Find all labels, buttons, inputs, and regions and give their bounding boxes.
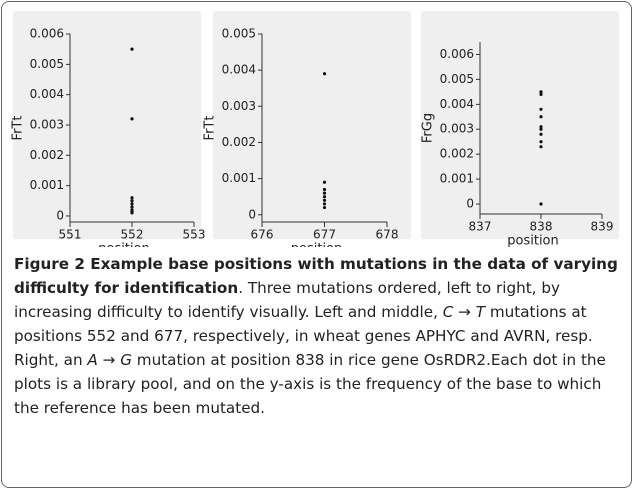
caption-run: mutations at positions 552 and 677, resp… bbox=[14, 303, 593, 369]
y-axis-label: FrTt bbox=[203, 116, 218, 141]
x-axis-label: position bbox=[291, 242, 343, 248]
data-point bbox=[130, 196, 134, 200]
data-point bbox=[539, 127, 543, 131]
panel-background bbox=[13, 11, 201, 239]
data-point bbox=[322, 72, 327, 76]
x-tick-label: 837 bbox=[469, 220, 492, 234]
data-point bbox=[322, 187, 327, 192]
y-tick-label: 0.006 bbox=[440, 47, 474, 61]
y-tick-label: 0.001 bbox=[440, 172, 474, 186]
data-point bbox=[322, 195, 327, 199]
y-tick-label: 0.006 bbox=[30, 27, 64, 41]
data-point bbox=[322, 180, 327, 184]
data-point bbox=[539, 90, 543, 94]
y-tick-label: 0.002 bbox=[30, 148, 64, 162]
data-point bbox=[539, 125, 543, 129]
data-point bbox=[322, 205, 327, 210]
data-point bbox=[539, 202, 543, 206]
caption-run: A → G bbox=[87, 351, 132, 369]
y-tick-label: 0.004 bbox=[440, 97, 474, 111]
data-point bbox=[130, 117, 134, 121]
y-tick-label: 0.002 bbox=[222, 135, 256, 149]
y-tick-label: 0.005 bbox=[30, 57, 64, 71]
data-point bbox=[539, 145, 543, 149]
caption-run: Figure 2 Example base positions with mut… bbox=[14, 255, 618, 297]
plots: 0 0.001 0.002 0.003 0.004 0.005 0.006 551 552 553… bbox=[11, 11, 619, 257]
y-tick-label: 0 bbox=[248, 207, 256, 221]
data-point bbox=[130, 202, 134, 206]
y-tick-label: 0.001 bbox=[30, 178, 64, 192]
data-point bbox=[539, 132, 543, 136]
y-tick-label: 0.003 bbox=[30, 117, 64, 131]
x-tick-label: 552 bbox=[121, 228, 144, 242]
panel-background bbox=[421, 11, 619, 239]
y-tick-label: 0.005 bbox=[222, 27, 256, 41]
caption-run: mutation at position 838 in rice gene Os… bbox=[14, 351, 606, 417]
y-tick-label: 0.003 bbox=[440, 122, 474, 136]
caption-run: . Three mutations ordered, left to right… bbox=[14, 279, 560, 321]
y-tick-label: 0.004 bbox=[30, 87, 64, 101]
data-point bbox=[539, 140, 543, 144]
data-point bbox=[539, 107, 543, 111]
data-point bbox=[539, 92, 543, 96]
y-axis-label: FrTt bbox=[11, 116, 26, 141]
panel-background bbox=[213, 11, 411, 239]
y-tick-label: 0.005 bbox=[440, 72, 474, 86]
x-tick-label: 838 bbox=[530, 220, 553, 234]
data-point bbox=[130, 199, 134, 203]
y-tick-label: 0.001 bbox=[222, 171, 256, 185]
x-tick-label: 676 bbox=[251, 228, 274, 242]
x-tick-label: 553 bbox=[183, 228, 206, 242]
y-tick-label: 0 bbox=[56, 208, 64, 222]
data-point bbox=[130, 205, 134, 209]
data-point bbox=[130, 211, 134, 215]
x-tick-label: 677 bbox=[313, 228, 336, 242]
data-point bbox=[322, 191, 327, 195]
caption: Figure 2 Example base positions with mut… bbox=[14, 252, 622, 420]
data-point bbox=[539, 115, 543, 119]
y-tick-label: 0.004 bbox=[222, 63, 256, 77]
data-point bbox=[322, 202, 327, 206]
caption-run: C → T bbox=[442, 303, 486, 321]
data-point bbox=[322, 198, 327, 202]
y-axis-label: FrGg bbox=[421, 113, 436, 143]
y-tick-label: 0.003 bbox=[222, 99, 256, 113]
x-tick-label: 551 bbox=[59, 228, 82, 242]
data-point bbox=[130, 47, 134, 51]
y-tick-label: 0 bbox=[466, 197, 474, 211]
x-axis-label: position bbox=[98, 242, 150, 248]
x-tick-label: 678 bbox=[376, 228, 399, 242]
x-tick-label: 839 bbox=[591, 220, 614, 234]
y-tick-label: 0.002 bbox=[440, 147, 474, 161]
x-axis-label: position bbox=[507, 234, 559, 248]
